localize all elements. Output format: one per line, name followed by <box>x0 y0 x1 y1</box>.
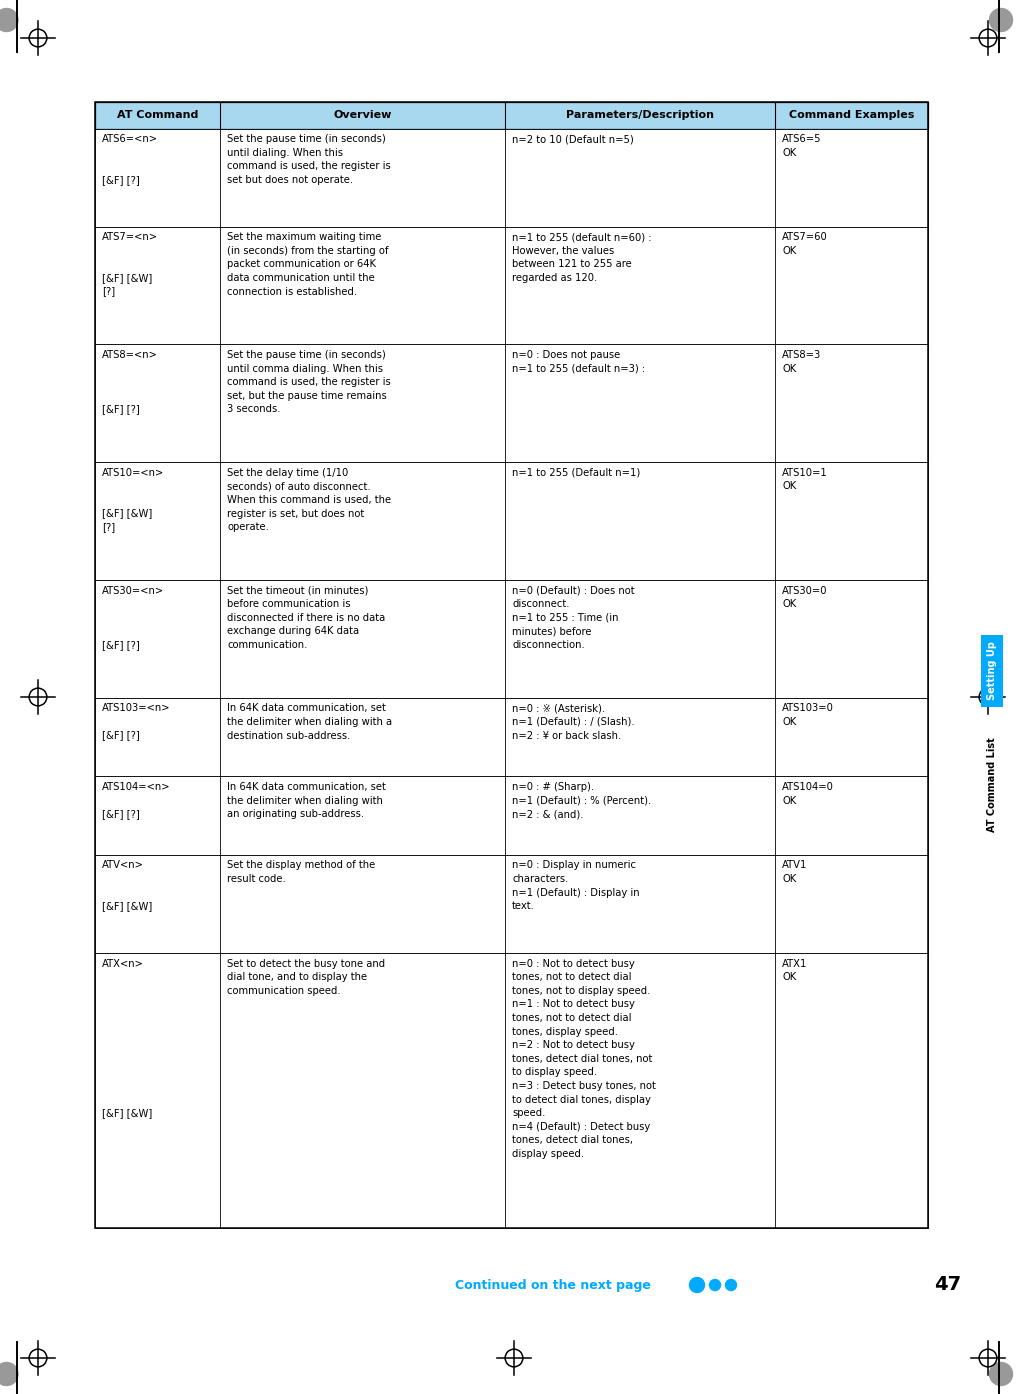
Text: ATX<n>










[&F] [&W]: ATX<n> [&F] [&W] <box>102 959 152 1118</box>
Bar <box>95 953 928 1228</box>
Circle shape <box>690 1277 704 1292</box>
Text: ATV<n>


[&F] [&W]: ATV<n> [&F] [&W] <box>102 860 152 912</box>
Text: ATS10=1
OK: ATS10=1 OK <box>782 468 828 491</box>
Circle shape <box>726 1280 736 1291</box>
Text: Set the timeout (in minutes)
before communication is
disconnected if there is no: Set the timeout (in minutes) before comm… <box>227 585 386 650</box>
Text: ATS8=3
OK: ATS8=3 OK <box>782 350 821 374</box>
Text: n=0 : # (Sharp).
n=1 (Default) : % (Percent).
n=2 : & (and).: n=0 : # (Sharp). n=1 (Default) : % (Perc… <box>512 782 652 820</box>
Text: ATS10=<n>


[&F] [&W]
[?]: ATS10=<n> [&F] [&W] [?] <box>102 468 164 533</box>
Bar <box>95 776 928 855</box>
Text: Continued on the next page: Continued on the next page <box>455 1278 651 1291</box>
Text: ATS6=<n>


[&F] [?]: ATS6=<n> [&F] [?] <box>102 134 158 185</box>
Text: Parameters/Description: Parameters/Description <box>566 110 714 120</box>
Text: n=0 : ※ (Asterisk).
n=1 (Default) : / (Slash).
n=2 : ¥ or back slash.: n=0 : ※ (Asterisk). n=1 (Default) : / (S… <box>512 704 634 740</box>
Text: In 64K data communication, set
the delimiter when dialing with
an originating su: In 64K data communication, set the delim… <box>227 782 386 820</box>
Bar <box>95 463 928 580</box>
Text: ATX1
OK: ATX1 OK <box>782 959 807 983</box>
Text: 47: 47 <box>934 1276 961 1295</box>
Circle shape <box>709 1280 721 1291</box>
Text: Set the pause time (in seconds)
until comma dialing. When this
command is used, : Set the pause time (in seconds) until co… <box>227 350 391 414</box>
Bar <box>95 102 928 1228</box>
Text: n=1 to 255 (Default n=1): n=1 to 255 (Default n=1) <box>512 468 640 478</box>
Text: n=0 : Display in numeric
characters.
n=1 (Default) : Display in
text.: n=0 : Display in numeric characters. n=1… <box>512 860 639 912</box>
Text: ATS104=0
OK: ATS104=0 OK <box>782 782 834 806</box>
Text: In 64K data communication, set
the delimiter when dialing with a
destination sub: In 64K data communication, set the delim… <box>227 704 392 740</box>
Text: ATS104=<n>

[&F] [?]: ATS104=<n> [&F] [?] <box>102 782 171 820</box>
Circle shape <box>0 8 19 32</box>
Bar <box>95 344 928 463</box>
Text: AT Command List: AT Command List <box>987 737 997 832</box>
Text: Set the maximum waiting time
(in seconds) from the starting of
packet communicat: Set the maximum waiting time (in seconds… <box>227 233 389 297</box>
Text: n=0 (Default) : Does not
disconnect.
n=1 to 255 : Time (in
minutes) before
disco: n=0 (Default) : Does not disconnect. n=1… <box>512 585 634 650</box>
Bar <box>95 580 928 698</box>
Bar <box>981 636 1003 707</box>
Text: ATS7=<n>


[&F] [&W]
[?]: ATS7=<n> [&F] [&W] [?] <box>102 233 158 297</box>
Bar <box>95 227 928 344</box>
Text: Set the delay time (1/10
seconds) of auto disconnect.
When this command is used,: Set the delay time (1/10 seconds) of aut… <box>227 468 391 533</box>
Circle shape <box>0 1362 19 1386</box>
Text: ATS8=<n>



[&F] [?]: ATS8=<n> [&F] [?] <box>102 350 158 414</box>
Bar <box>95 855 928 953</box>
Text: ATS6=5
OK: ATS6=5 OK <box>782 134 821 158</box>
Bar <box>95 698 928 776</box>
Text: n=0 : Does not pause
n=1 to 255 (default n=3) :: n=0 : Does not pause n=1 to 255 (default… <box>512 350 646 374</box>
Text: Command Examples: Command Examples <box>788 110 914 120</box>
Text: ATS7=60
OK: ATS7=60 OK <box>782 233 828 255</box>
Text: Set the pause time (in seconds)
until dialing. When this
command is used, the re: Set the pause time (in seconds) until di… <box>227 134 391 185</box>
Text: ATS30=<n>



[&F] [?]: ATS30=<n> [&F] [?] <box>102 585 164 650</box>
Text: n=2 to 10 (Default n=5): n=2 to 10 (Default n=5) <box>512 134 633 144</box>
Bar <box>95 102 928 128</box>
Text: Setting Up: Setting Up <box>987 641 997 700</box>
Bar <box>95 128 928 227</box>
Text: Set the display method of the
result code.: Set the display method of the result cod… <box>227 860 375 884</box>
Text: n=1 to 255 (default n=60) :
However, the values
between 121 to 255 are
regarded : n=1 to 255 (default n=60) : However, the… <box>512 233 652 283</box>
Text: ATS103=0
OK: ATS103=0 OK <box>782 704 834 728</box>
Text: ATS103=<n>

[&F] [?]: ATS103=<n> [&F] [?] <box>102 704 171 740</box>
Text: Set to detect the busy tone and
dial tone, and to display the
communication spee: Set to detect the busy tone and dial ton… <box>227 959 386 995</box>
Text: AT Command: AT Command <box>117 110 198 120</box>
Text: ATS30=0
OK: ATS30=0 OK <box>782 585 828 609</box>
Text: Overview: Overview <box>333 110 392 120</box>
Text: n=0 : Not to detect busy
tones, not to detect dial
tones, not to display speed.
: n=0 : Not to detect busy tones, not to d… <box>512 959 656 1158</box>
Circle shape <box>990 8 1013 32</box>
Circle shape <box>990 1362 1013 1386</box>
Text: ATV1
OK: ATV1 OK <box>782 860 807 884</box>
